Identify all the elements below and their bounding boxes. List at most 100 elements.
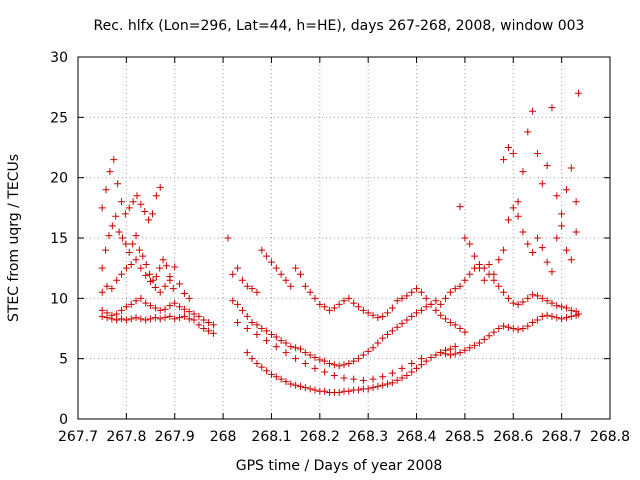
data-point xyxy=(379,334,387,342)
data-point xyxy=(340,374,348,382)
data-point xyxy=(538,294,546,302)
data-point xyxy=(200,316,208,324)
data-point xyxy=(524,322,532,330)
data-point xyxy=(451,350,459,358)
data-point xyxy=(393,323,401,331)
data-point xyxy=(562,314,570,322)
data-point xyxy=(456,203,464,211)
data-point xyxy=(127,300,135,308)
data-point xyxy=(106,168,114,176)
data-point xyxy=(408,312,416,320)
data-point xyxy=(292,344,300,352)
data-point xyxy=(296,270,304,278)
data-point xyxy=(306,288,314,296)
data-point xyxy=(292,355,300,363)
data-point xyxy=(553,302,561,310)
data-point xyxy=(543,297,551,305)
data-point xyxy=(369,375,377,383)
data-point xyxy=(272,343,280,351)
data-point xyxy=(108,222,116,230)
data-point xyxy=(340,361,348,369)
data-point xyxy=(132,297,140,305)
data-point xyxy=(263,327,271,335)
data-point xyxy=(335,362,343,370)
data-point xyxy=(548,104,556,112)
data-point xyxy=(558,210,566,218)
data-point xyxy=(413,285,421,293)
y-tick-label: 10 xyxy=(50,291,68,307)
data-point xyxy=(548,312,556,320)
data-point xyxy=(311,386,319,394)
data-point xyxy=(156,288,164,296)
data-point xyxy=(446,351,454,359)
data-point xyxy=(567,164,575,172)
data-point xyxy=(118,306,126,314)
data-point xyxy=(321,303,329,311)
data-point xyxy=(543,311,551,319)
data-point xyxy=(296,345,304,353)
data-point xyxy=(166,276,174,284)
data-point xyxy=(427,353,435,361)
data-point xyxy=(263,252,271,260)
data-point xyxy=(311,294,319,302)
data-point xyxy=(287,380,295,388)
data-point xyxy=(490,270,498,278)
data-point xyxy=(311,353,319,361)
data-point xyxy=(114,180,122,188)
data-point xyxy=(147,315,155,323)
data-point xyxy=(146,270,154,278)
data-point xyxy=(129,240,137,248)
data-point xyxy=(243,282,251,290)
data-point xyxy=(364,347,372,355)
data-point xyxy=(248,285,256,293)
x-tick-label: 267.9 xyxy=(155,429,195,445)
data-point xyxy=(500,156,508,164)
data-point xyxy=(301,282,309,290)
data-point xyxy=(384,309,392,317)
data-point xyxy=(514,198,522,206)
data-point xyxy=(461,346,469,354)
data-point xyxy=(548,299,556,307)
data-point xyxy=(238,276,246,284)
data-point xyxy=(163,262,171,270)
data-point xyxy=(282,378,290,386)
data-point xyxy=(161,314,169,322)
data-point xyxy=(519,168,527,176)
data-point xyxy=(98,288,106,296)
data-point xyxy=(524,128,532,136)
data-point xyxy=(122,264,130,272)
data-point xyxy=(374,382,382,390)
data-point xyxy=(125,204,133,212)
data-point xyxy=(151,283,159,291)
data-point xyxy=(403,372,411,380)
data-point xyxy=(137,264,145,272)
x-tick-label: 268.2 xyxy=(300,429,340,445)
data-point xyxy=(103,282,111,290)
data-point xyxy=(359,351,367,359)
data-point xyxy=(321,357,329,365)
data-point xyxy=(105,232,113,240)
data-point xyxy=(548,268,556,276)
x-tick-label: 268 xyxy=(210,429,237,445)
data-point xyxy=(142,261,150,269)
data-point xyxy=(185,315,193,323)
data-point xyxy=(543,162,551,170)
data-point xyxy=(118,270,126,278)
data-point xyxy=(558,303,566,311)
x-tick-label: 268.8 xyxy=(590,429,630,445)
data-point xyxy=(495,325,503,332)
data-point xyxy=(437,349,445,357)
data-point xyxy=(122,303,130,311)
data-point xyxy=(180,312,188,320)
data-point xyxy=(524,294,532,302)
data-point xyxy=(575,89,583,97)
data-point xyxy=(427,300,435,308)
data-point xyxy=(398,294,406,302)
data-point xyxy=(490,328,498,336)
data-point xyxy=(282,349,290,357)
data-point xyxy=(388,379,396,387)
data-point xyxy=(388,304,396,312)
data-point xyxy=(572,308,580,316)
data-point xyxy=(161,282,169,290)
data-point xyxy=(127,315,135,323)
